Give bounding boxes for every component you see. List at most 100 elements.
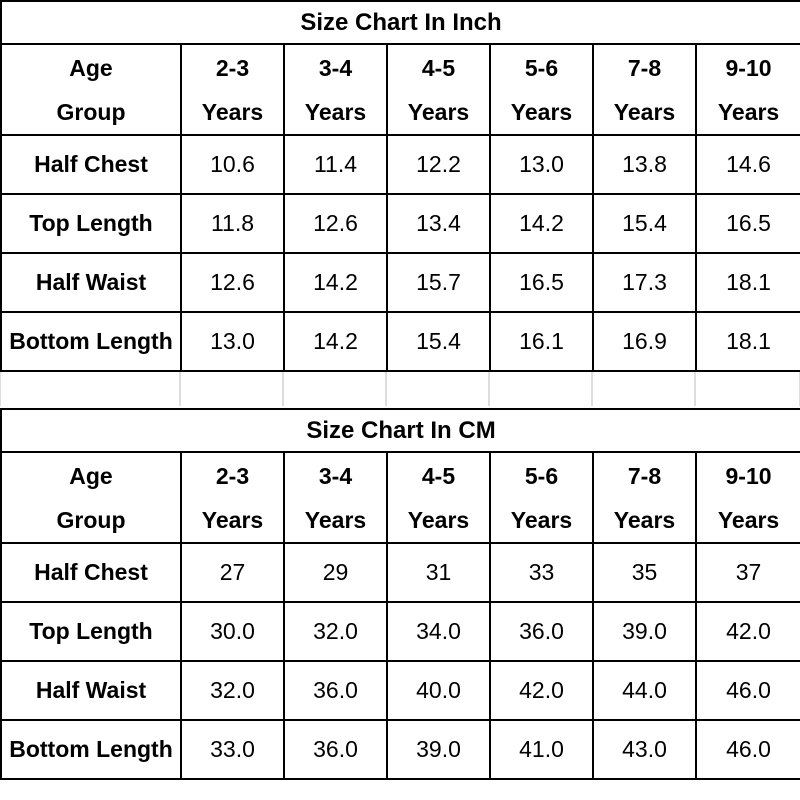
measurement: 36.0: [283, 660, 388, 721]
header-cell: Age Group: [0, 43, 182, 136]
measurement: 14.6: [694, 134, 800, 195]
header-text: 2-3 Years: [201, 462, 264, 533]
measurement: 42.0: [489, 660, 594, 721]
measurement: 16.5: [694, 193, 800, 254]
header-cell: 5-6 Years: [489, 451, 594, 544]
header-text: 7-8 Years: [613, 54, 676, 125]
size-table: Size Chart In CM Age Group 2-3 Years 3-4 Ye…: [0, 408, 800, 780]
measurement: 43.0: [592, 719, 697, 780]
spacer-cell: [0, 372, 180, 406]
measurement: 14.2: [489, 193, 594, 254]
data-row: Half Chest 27 29 31 33 35 37: [0, 542, 800, 603]
measurement: 33: [489, 542, 594, 603]
row-label: Bottom Length: [0, 311, 182, 372]
measurement: 16.5: [489, 252, 594, 313]
header-cell: Age Group: [0, 451, 182, 544]
table-title: Size Chart In CM: [0, 408, 800, 453]
measurement: 46.0: [694, 660, 800, 721]
measurement: 39.0: [386, 719, 491, 780]
measurement: 16.1: [489, 311, 594, 372]
header-text: 3-4 Years: [304, 462, 367, 533]
measurement: 32.0: [180, 660, 285, 721]
measurement: 14.2: [283, 252, 388, 313]
header-text: 3-4 Years: [304, 54, 367, 125]
table-title: Size Chart In Inch: [0, 0, 800, 45]
measurement: 32.0: [283, 601, 388, 662]
spacer-cell: [592, 372, 695, 406]
spacer-cell: [283, 372, 386, 406]
data-row: Top Length 30.0 32.0 34.0 36.0 39.0 42.0: [0, 601, 800, 662]
measurement: 46.0: [694, 719, 800, 780]
measurement: 33.0: [180, 719, 285, 780]
header-text: 5-6 Years: [510, 54, 573, 125]
title-row: Size Chart In Inch: [0, 0, 800, 45]
header-cell: 5-6 Years: [489, 43, 594, 136]
measurement: 13.0: [180, 311, 285, 372]
data-row: Bottom Length 33.0 36.0 39.0 41.0 43.0 46.0: [0, 719, 800, 780]
header-cell: 2-3 Years: [180, 43, 285, 136]
measurement: 35: [592, 542, 697, 603]
row-label: Half Waist: [0, 660, 182, 721]
header-text: 9-10 Years: [717, 462, 780, 533]
data-row: Bottom Length 13.0 14.2 15.4 16.1 16.9 18.1: [0, 311, 800, 372]
header-cell: 9-10 Years: [694, 451, 800, 544]
spacer-cell: [695, 372, 800, 406]
measurement: 36.0: [489, 601, 594, 662]
measurement: 36.0: [283, 719, 388, 780]
title-row: Size Chart In CM: [0, 408, 800, 453]
measurement: 13.0: [489, 134, 594, 195]
measurement: 29: [283, 542, 388, 603]
measurement: 15.4: [386, 311, 491, 372]
data-row: Half Waist 12.6 14.2 15.7 16.5 17.3 18.1: [0, 252, 800, 313]
measurement: 30.0: [180, 601, 285, 662]
measurement: 37: [694, 542, 800, 603]
header-text: 9-10 Years: [717, 54, 780, 125]
header-text: 7-8 Years: [613, 462, 676, 533]
row-label: Top Length: [0, 193, 182, 254]
spacer-row: [0, 372, 800, 408]
row-label: Half Chest: [0, 134, 182, 195]
measurement: 18.1: [694, 311, 800, 372]
header-cell: 4-5 Years: [386, 451, 491, 544]
size-table: Size Chart In Inch Age Group 2-3 Years 3-4 …: [0, 0, 800, 372]
measurement: 15.4: [592, 193, 697, 254]
measurement: 41.0: [489, 719, 594, 780]
header-cell: 3-4 Years: [283, 451, 388, 544]
header-cell: 4-5 Years: [386, 43, 491, 136]
header-cell: 3-4 Years: [283, 43, 388, 136]
measurement: 12.6: [180, 252, 285, 313]
measurement: 39.0: [592, 601, 697, 662]
measurement: 12.2: [386, 134, 491, 195]
measurement: 14.2: [283, 311, 388, 372]
header-row: Age Group 2-3 Years 3-4 Years 4-5 Years 5-6 …: [0, 451, 800, 544]
measurement: 13.4: [386, 193, 491, 254]
measurement: 11.8: [180, 193, 285, 254]
header-text: 4-5 Years: [407, 462, 470, 533]
header-text: 5-6 Years: [510, 462, 573, 533]
data-row: Half Waist 32.0 36.0 40.0 42.0 44.0 46.0: [0, 660, 800, 721]
measurement: 31: [386, 542, 491, 603]
measurement: 44.0: [592, 660, 697, 721]
spacer-cell: [180, 372, 283, 406]
measurement: 42.0: [694, 601, 800, 662]
header-text: 4-5 Years: [407, 54, 470, 125]
measurement: 34.0: [386, 601, 491, 662]
measurement: 16.9: [592, 311, 697, 372]
data-row: Top Length 11.8 12.6 13.4 14.2 15.4 16.5: [0, 193, 800, 254]
measurement: 18.1: [694, 252, 800, 313]
header-text: Age Group: [56, 54, 126, 125]
header-cell: 2-3 Years: [180, 451, 285, 544]
spacer-cell: [386, 372, 489, 406]
measurement: 10.6: [180, 134, 285, 195]
header-cell: 7-8 Years: [592, 451, 697, 544]
data-row: Half Chest 10.6 11.4 12.2 13.0 13.8 14.6: [0, 134, 800, 195]
measurement: 40.0: [386, 660, 491, 721]
header-text: 2-3 Years: [201, 54, 264, 125]
row-label: Top Length: [0, 601, 182, 662]
measurement: 27: [180, 542, 285, 603]
spacer-cell: [489, 372, 592, 406]
measurement: 12.6: [283, 193, 388, 254]
measurement: 15.7: [386, 252, 491, 313]
measurement: 11.4: [283, 134, 388, 195]
